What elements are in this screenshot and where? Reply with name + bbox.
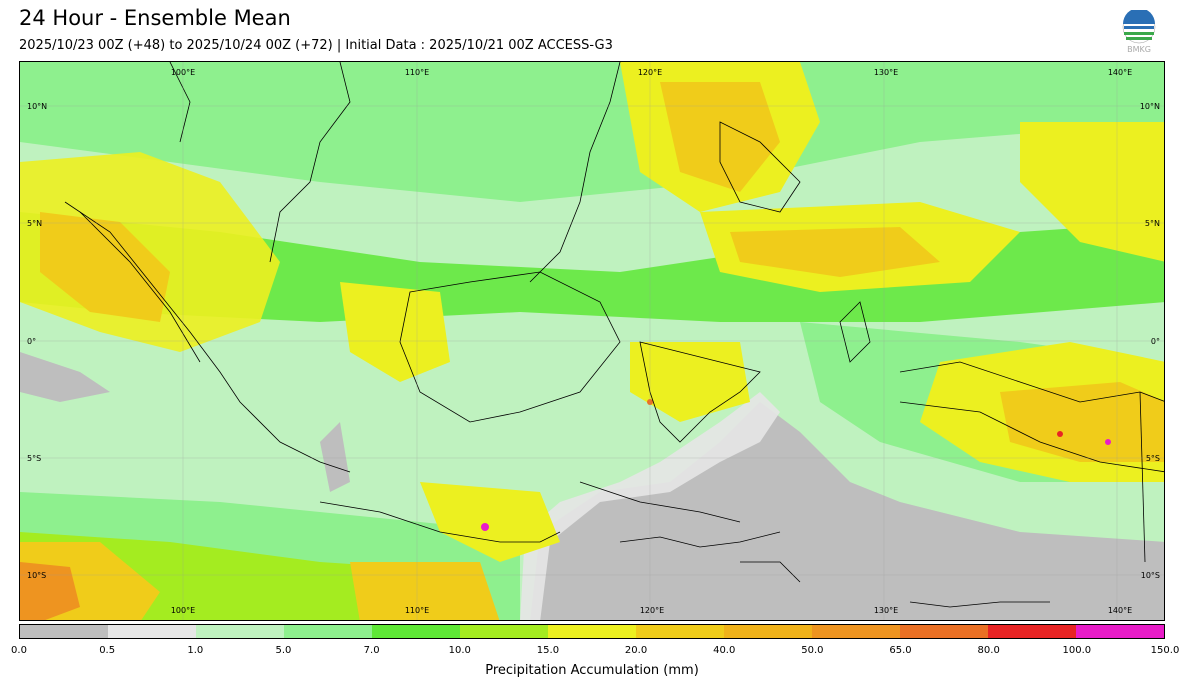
colorbar-tick-label: 50.0 (801, 645, 824, 656)
colorbar-tick-label: 15.0 (536, 645, 560, 656)
colorbar-tick-label: 100.0 (1062, 645, 1092, 656)
colorbar (19, 624, 1165, 639)
colorbar-tick-label: 10.0 (448, 645, 471, 656)
lat-label: 0° (1151, 337, 1160, 346)
svg-text:BMKG: BMKG (1127, 45, 1151, 54)
colorbar-tick-label: 150.0 (1150, 645, 1180, 656)
colorbar-segment (636, 625, 724, 638)
colorbar-segment (460, 625, 548, 638)
lon-label: 100°E (171, 606, 195, 615)
lon-label: 130°E (874, 68, 898, 77)
lon-label: 140°E (1108, 606, 1132, 615)
colorbar-segment (284, 625, 372, 638)
chart-title: 24 Hour - Ensemble Mean (19, 6, 291, 30)
lat-label: 0° (27, 337, 36, 346)
colorbar-tick-label: 0.5 (99, 645, 116, 656)
lon-label: 140°E (1108, 68, 1132, 77)
colorbar-segment (108, 625, 196, 638)
lon-label: 120°E (640, 606, 664, 615)
chart-subtitle: 2025/10/23 00Z (+48) to 2025/10/24 00Z (… (19, 38, 613, 53)
bmkg-logo-icon: BMKG (1120, 8, 1158, 54)
colorbar-segment (1076, 625, 1164, 638)
colorbar-segment (548, 625, 636, 638)
colorbar-tick-label: 0.0 (11, 645, 27, 656)
lon-label: 110°E (405, 68, 429, 77)
colorbar-tick-label: 7.0 (363, 645, 380, 656)
lat-label: 10°N (27, 102, 47, 111)
lon-label: 110°E (405, 606, 429, 615)
colorbar-tick-label: 1.0 (187, 645, 204, 656)
lat-label: 10°N (1140, 102, 1160, 111)
colorbar-segment (20, 625, 108, 638)
colorbar-segment (812, 625, 900, 638)
lat-label: 5°N (27, 219, 42, 228)
precipitation-map: 100°E 110°E 120°E 130°E 140°E 100°E 110°… (19, 61, 1165, 621)
colorbar-title: Precipitation Accumulation (mm) (485, 663, 699, 678)
colorbar-tick-label: 5.0 (275, 645, 292, 656)
colorbar-tick-labels: 0.0 0.5 1.0 5.0 7.0 10.0 15.0 20.0 40.0 50.0 65.0 8… (11, 645, 1179, 659)
colorbar-segment (900, 625, 988, 638)
lon-label: 120°E (638, 68, 662, 77)
colorbar-tick-label: 40.0 (713, 645, 736, 656)
colorbar-segment (372, 625, 460, 638)
lon-label: 130°E (874, 606, 898, 615)
colorbar-tick-label: 65.0 (889, 645, 912, 656)
lat-label: 10°S (1141, 571, 1160, 580)
colorbar-tick-label: 20.0 (624, 645, 648, 656)
colorbar-tick-label: 80.0 (977, 645, 1000, 656)
lat-label: 5°S (27, 454, 41, 463)
colorbar-segment (724, 625, 812, 638)
lat-label: 5°N (1145, 219, 1160, 228)
lon-label: 100°E (171, 68, 195, 77)
lat-label: 5°S (1146, 454, 1160, 463)
lat-label: 10°S (27, 571, 46, 580)
colorbar-segment (196, 625, 284, 638)
colorbar-segment (988, 625, 1076, 638)
